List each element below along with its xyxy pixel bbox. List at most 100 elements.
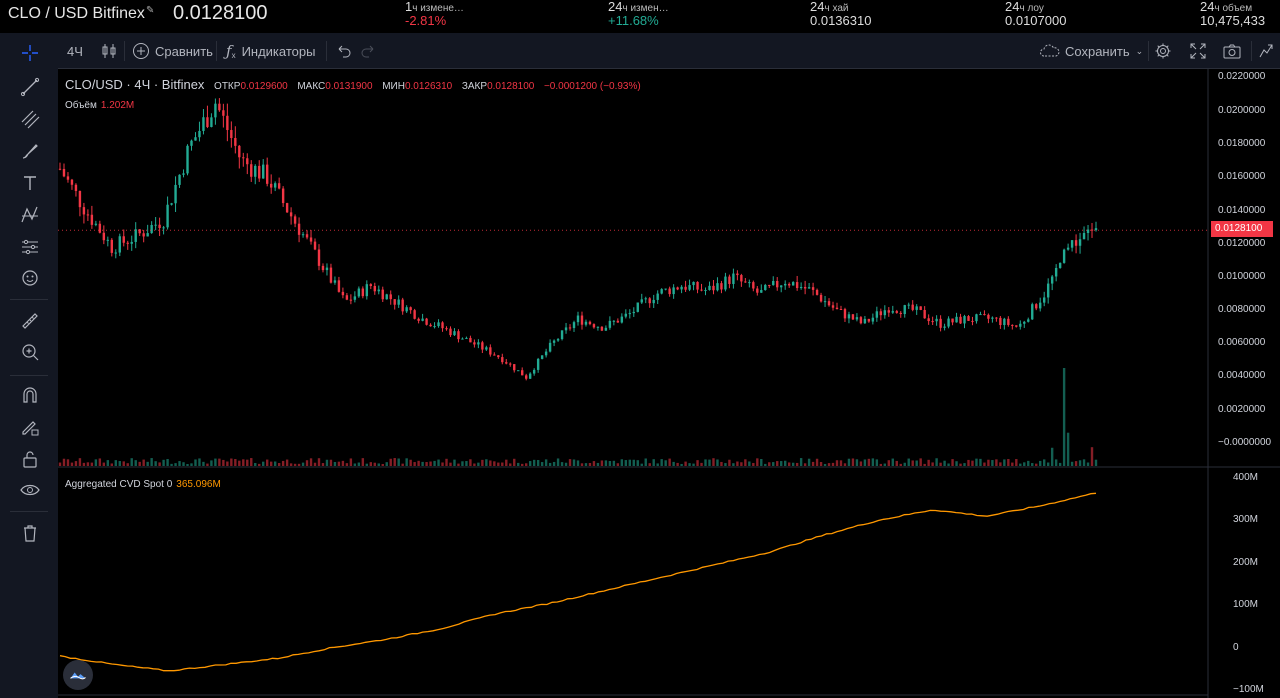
volume-bar [453,459,456,466]
candle-body [616,320,620,323]
ruler-icon[interactable] [14,307,46,335]
pattern-icon[interactable] [14,201,46,229]
volume-bar [170,463,173,466]
publish-icon[interactable] [1257,33,1275,69]
volume-bar [632,459,635,466]
volume-bar [373,462,376,466]
candle-body [218,103,221,111]
candle-body [461,338,464,340]
candle-body [206,117,209,127]
save-button[interactable]: Сохранить ⌄ [1039,33,1143,69]
symbol-title[interactable]: CLO / USD Bitfinex [8,5,145,22]
candle-body [429,324,432,327]
fullscreen-icon[interactable] [1189,33,1207,69]
candle-body [768,284,771,286]
candle-body [923,309,926,319]
volume-bar [819,462,823,466]
volume-bar [186,463,189,466]
prediction-icon[interactable] [14,233,46,261]
trash-icon[interactable] [14,519,46,547]
candles-icon[interactable] [100,33,118,69]
volume-bar [86,462,90,466]
candle-body [365,284,369,297]
fib-tool-icon[interactable] [14,105,46,133]
candle-body [1046,283,1050,298]
candle-body [401,299,404,312]
emoji-icon[interactable] [14,264,46,292]
volume-bar [429,461,432,466]
interval-button[interactable]: 4Ч [67,33,83,69]
volume-bar [756,458,759,466]
toolbar-divider [10,375,48,376]
fx-icon: ƒ [226,42,232,60]
candle-body [521,370,524,376]
compare-button[interactable]: Сравнить [132,33,213,69]
candle-body [198,130,201,138]
volume-bar [680,463,683,466]
volume-bar [1027,460,1030,466]
candle-body [732,273,735,284]
candle-body [528,373,532,379]
volume-bar [405,458,408,466]
candle-body [652,299,655,304]
text-tool-icon[interactable] [14,169,46,197]
crosshair-icon[interactable] [14,39,46,67]
candle-body [182,173,185,175]
candle-body [74,184,78,191]
candle-body [1019,323,1022,327]
magnet-icon[interactable] [14,381,46,409]
stat-24h-high: 24ч хай 0.0136310 [810,0,872,28]
volume-bar [74,461,78,466]
undo-icon[interactable] [335,33,353,69]
unlock-icon[interactable] [14,445,46,473]
redo-icon[interactable] [359,33,377,69]
candle-body [465,337,468,339]
volume-bar [166,459,169,466]
logo-icon[interactable] [63,660,93,690]
volume-bar [676,462,679,466]
volume-bar [923,463,926,466]
price-chart[interactable] [58,69,1280,698]
candle-body [469,337,472,343]
eye-icon[interactable] [14,476,46,504]
camera-icon[interactable] [1222,33,1242,69]
brush-icon[interactable] [14,137,46,165]
settings-icon[interactable] [1154,33,1172,69]
candle-body [756,288,759,293]
candle-body [632,311,635,314]
candle-body [716,283,719,291]
volume-bar [568,459,572,466]
volume-bar [473,463,476,466]
high-value: 0.0131900 [325,81,373,92]
volume-bar [588,463,592,466]
candle-body [509,363,512,365]
candle-body [919,306,922,310]
volume-bar [525,463,528,466]
drawing-toolbar [0,33,58,698]
candle-body [851,314,855,320]
volume-bar [987,459,990,466]
volume-bar [194,459,197,466]
volume-bar [883,463,887,466]
candle-body [505,362,508,364]
volume-bar [1035,463,1038,466]
candle-body [453,331,456,336]
volume-bar [947,463,950,466]
trend-line-icon[interactable] [14,73,46,101]
lock-drawing-icon[interactable] [14,413,46,441]
candle-body [126,242,129,244]
volume-bar [979,458,982,466]
volume-bar [728,459,731,466]
zoom-in-icon[interactable] [14,338,46,366]
interval-label: 4Ч [67,43,83,59]
candle-body [405,307,408,312]
candle-body [636,302,639,312]
candle-body [951,318,954,323]
edit-icon[interactable]: ✎ [146,5,155,16]
candle-body [752,282,755,289]
candle-body [975,314,978,322]
volume-bar [999,462,1002,466]
chart-area[interactable]: CLO/USD · 4Ч · Bitfinex ОТКР0.0129600 МА… [58,69,1280,698]
candle-body [90,214,94,225]
